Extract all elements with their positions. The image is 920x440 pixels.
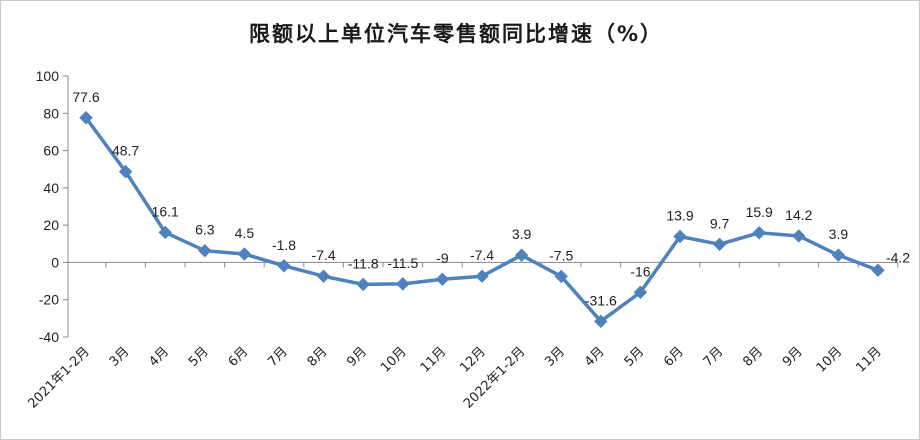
data-point-marker <box>752 226 766 240</box>
data-label: -7.4 <box>470 247 494 263</box>
x-tick-label: 8月 <box>740 344 766 370</box>
data-label: 6.3 <box>195 222 215 238</box>
data-label: 16.1 <box>152 203 179 219</box>
data-point-marker <box>79 111 93 125</box>
y-tick-label: 0 <box>51 254 59 270</box>
data-label: -11.8 <box>348 255 379 271</box>
x-tick-label: 9月 <box>780 344 806 370</box>
axes <box>67 76 898 337</box>
data-label: -7.4 <box>312 247 336 263</box>
x-tick-label: 3月 <box>107 344 133 370</box>
data-label: 9.7 <box>710 215 730 231</box>
x-tick-label: 8月 <box>305 344 331 370</box>
data-label: -31.6 <box>585 292 617 308</box>
data-point-marker <box>514 248 529 262</box>
y-tick-label: 60 <box>43 143 59 159</box>
x-tick-labels: 2021年1-2月 3月 4月 5月 6月 7月 8月 9月 10月 11月 12月2022年1-2… <box>25 262 899 412</box>
x-tick-label: 4月 <box>146 344 172 370</box>
data-point-marker <box>198 243 212 258</box>
data-label: 77.6 <box>72 89 99 105</box>
y-tick-label: 20 <box>43 217 59 233</box>
data-point-marker <box>594 314 608 329</box>
x-tick-label: 6月 <box>226 344 252 370</box>
y-tick-labels: 100 80 60 40 20 0 -20 -40 <box>36 68 68 345</box>
data-label: -9 <box>436 250 449 266</box>
data-label: -4.2 <box>886 249 910 265</box>
x-tick-label: 6月 <box>661 344 687 370</box>
data-label: 15.9 <box>746 204 773 220</box>
chart-title: 限额以上单位汽车零售额同比增速（%） <box>249 22 663 46</box>
data-label: 3.9 <box>512 226 532 242</box>
x-tick-label: 11月 <box>418 344 449 375</box>
data-label: 13.9 <box>666 208 693 224</box>
data-point-marker <box>475 269 489 283</box>
data-point-marker <box>118 164 133 179</box>
x-tick-label: 5月 <box>186 344 212 370</box>
data-point-marker <box>831 248 846 262</box>
data-label: 48.7 <box>112 143 139 159</box>
data-point-marker <box>158 225 172 240</box>
data-label: 14.2 <box>785 207 812 223</box>
x-tick-label: 2021年1-2月 <box>25 344 92 411</box>
data-point-marker <box>633 285 648 299</box>
x-tick-label: 11月 <box>853 344 884 375</box>
x-tick-label: 7月 <box>265 344 291 370</box>
data-point-marker <box>396 277 410 291</box>
data-label: 3.9 <box>829 226 849 242</box>
x-tick-label: 3月 <box>542 344 568 370</box>
data-label: -1.8 <box>272 237 296 253</box>
x-tick-label: 10月 <box>378 344 409 375</box>
data-labels: 77.6 48.7 16.1 6.3 4.5 -1.8 -7.4 -11.8 -11.5 -9 -7… <box>72 89 910 309</box>
data-label: -7.5 <box>549 247 573 263</box>
data-point-marker <box>316 269 331 283</box>
data-point-marker <box>277 259 291 273</box>
data-point-marker <box>712 237 727 252</box>
data-label: -16 <box>630 263 650 279</box>
data-point-marker <box>356 277 370 292</box>
x-tick-label: 12月 <box>457 344 488 375</box>
y-tick-label: 40 <box>43 180 59 196</box>
data-point-marker <box>871 263 885 277</box>
x-tick-label: 4月 <box>582 344 608 370</box>
data-point-marker <box>673 229 687 244</box>
x-tick-label: 9月 <box>344 344 370 370</box>
y-tick-label: -20 <box>39 292 59 308</box>
data-point-marker <box>237 247 252 261</box>
y-tick-label: -40 <box>39 329 59 345</box>
data-label: -11.5 <box>387 255 418 271</box>
x-tick-label: 7月 <box>701 344 727 370</box>
series-group <box>79 111 885 329</box>
data-point-marker <box>435 272 450 286</box>
y-tick-label: 80 <box>43 105 59 121</box>
x-tick-label: 5月 <box>622 344 648 370</box>
x-tick-label: 10月 <box>814 344 845 375</box>
y-tick-label: 100 <box>36 68 60 84</box>
data-point-marker <box>792 229 806 243</box>
data-label: 4.5 <box>235 225 255 241</box>
data-point-marker <box>554 269 568 284</box>
